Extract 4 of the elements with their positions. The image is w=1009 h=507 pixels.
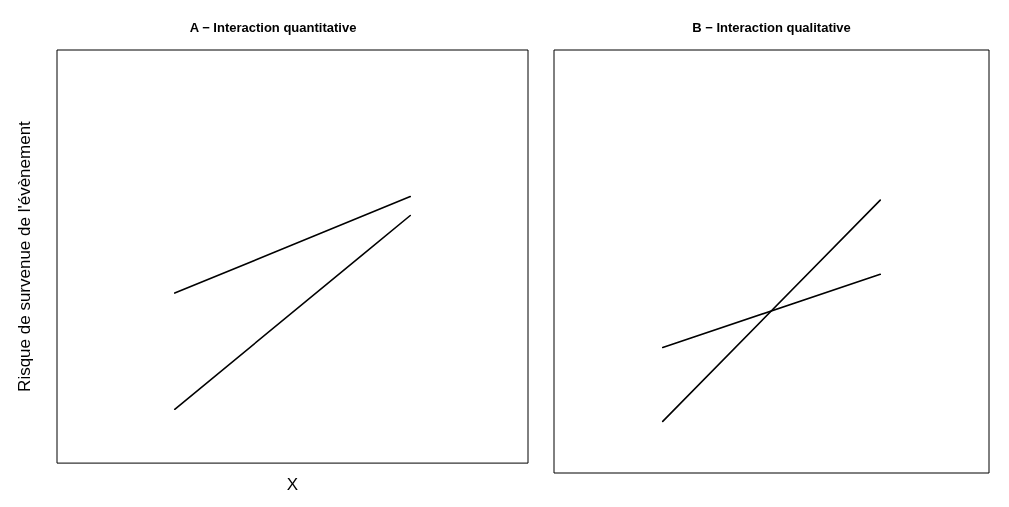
y-axis-title: Risque de survenue de l'évènement (15, 120, 34, 392)
x-axis-title: X (286, 475, 299, 494)
chart-title: B − Interaction qualitative (692, 20, 851, 35)
chart-title: A − Interaction quantitative (189, 20, 357, 35)
